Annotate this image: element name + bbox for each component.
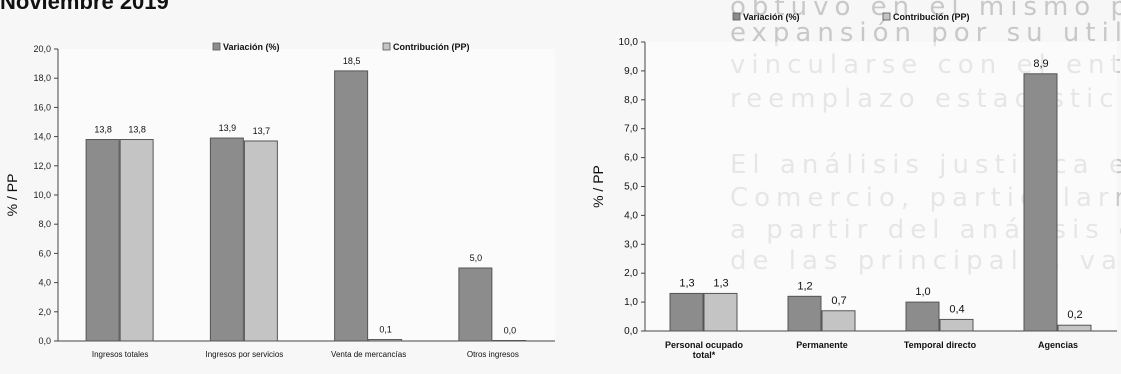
y-tick-label: 10,0: [619, 37, 639, 48]
legend-label: Variación (%): [743, 12, 800, 22]
data-label: 0,7: [831, 295, 846, 307]
category-label-line: Ingresos por servicios: [205, 350, 283, 359]
category-label-line: Ingresos totales: [92, 350, 148, 359]
category-label-line: Otros ingresos: [467, 350, 519, 359]
category-label: Permanente: [796, 340, 848, 350]
category-label: Temporal directo: [904, 340, 977, 350]
legend-swatch: [732, 12, 741, 21]
data-label: 13,8: [128, 125, 146, 135]
category-label: Otros ingresos: [467, 350, 519, 359]
bar-variacion: [1023, 73, 1058, 332]
bar-variacion: [85, 139, 120, 342]
data-label: 13,8: [94, 125, 112, 135]
legend-swatch: [212, 42, 221, 51]
y-axis-label: % / PP: [590, 165, 606, 208]
bar-variacion: [905, 301, 940, 332]
data-label: 13,9: [219, 123, 237, 133]
y-tick-label: 12,0: [33, 161, 51, 171]
y-tick-label: 14,0: [33, 132, 51, 142]
y-tick-label: 1,0: [624, 297, 638, 308]
y-tick-label: 8,0: [624, 95, 638, 106]
y-tick-label: 3,0: [624, 239, 638, 250]
category-label: Venta de mercancías: [331, 350, 406, 359]
category-label-line: Temporal directo: [904, 340, 977, 350]
y-tick-label: 7,0: [624, 124, 638, 135]
bar-contribucion: [492, 340, 527, 342]
bar-variacion: [458, 267, 493, 342]
y-tick-label: 4,0: [624, 210, 638, 221]
legend-label: Variación (%): [223, 42, 280, 52]
bar-contribucion: [119, 139, 154, 342]
y-tick-label: 2,0: [624, 268, 638, 279]
data-label: 0,1: [379, 325, 392, 335]
y-tick-label: 8,0: [38, 219, 51, 229]
bar-contribucion: [939, 318, 974, 332]
category-label-line: Permanente: [796, 340, 848, 350]
legend-label: Contribución (PP): [393, 42, 470, 52]
data-label: 0,2: [1067, 309, 1082, 321]
y-tick-label: 16,0: [33, 102, 51, 112]
category-label-line: Venta de mercancías: [331, 350, 406, 359]
y-tick-label: 6,0: [38, 248, 51, 258]
page-heading: Noviembre 2019: [0, 0, 169, 14]
data-label: 13,7: [253, 126, 271, 136]
category-label-line: Agencias: [1038, 340, 1078, 350]
legend-swatch: [882, 12, 891, 21]
y-tick-label: 4,0: [38, 278, 51, 288]
bar-contribucion: [243, 140, 278, 342]
data-label: 18,5: [343, 56, 361, 66]
data-label: 1,3: [679, 277, 694, 289]
bar-variacion: [209, 137, 244, 342]
bar-contribucion: [1057, 324, 1092, 332]
y-tick-label: 20,0: [33, 44, 51, 54]
category-label-line: Personal ocupado: [665, 340, 744, 350]
bar-variacion: [787, 295, 822, 332]
data-label: 1,0: [915, 286, 930, 298]
bar-contribucion: [703, 292, 738, 332]
category-label: Agencias: [1038, 340, 1078, 350]
y-axis-label: % / PP: [4, 174, 20, 217]
data-label: 1,2: [797, 280, 812, 292]
legend-swatch: [382, 42, 391, 51]
data-label: 0,0: [504, 326, 517, 336]
category-label-line: total*: [693, 350, 716, 360]
y-tick-label: 0,0: [624, 326, 638, 337]
data-label: 0,4: [949, 303, 964, 315]
legend-label: Contribución (PP): [893, 12, 970, 22]
y-tick-label: 2,0: [38, 307, 51, 317]
bar-contribucion: [368, 339, 403, 342]
category-label: Ingresos totales: [92, 350, 148, 359]
background-text-line: obtuvo en el mismo periodo del año anter…: [730, 0, 1121, 22]
y-tick-label: 5,0: [624, 182, 638, 193]
y-tick-label: 10,0: [33, 190, 51, 200]
data-label: 5,0: [470, 253, 483, 263]
y-tick-label: 6,0: [624, 153, 638, 164]
bar-variacion: [669, 292, 704, 332]
category-label: Personal ocupado total*: [665, 340, 744, 360]
bar-variacion: [334, 70, 369, 342]
category-label: Ingresos por servicios: [205, 350, 283, 359]
data-label: 1,3: [713, 277, 728, 289]
y-tick-label: 18,0: [33, 73, 51, 83]
data-label: 8,9: [1033, 58, 1048, 70]
bar-contribucion: [821, 310, 856, 332]
y-tick-label: 9,0: [624, 66, 638, 77]
y-tick-label: 0,0: [38, 336, 51, 346]
